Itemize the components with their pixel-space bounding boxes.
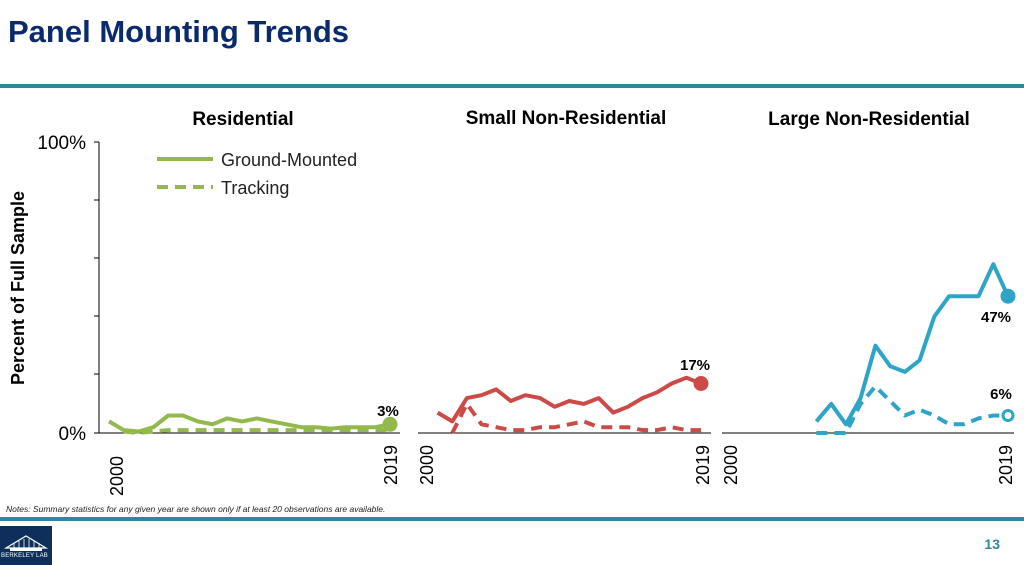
building-icon [3,535,49,551]
panel-title-large-non-residential: Large Non-Residential [768,109,970,130]
end-marker-large-non-residential-tracking [1001,409,1015,422]
x-tick-start-large-non-residential: 2000 [721,445,741,485]
panel-title-small-non-residential: Small Non-Residential [466,108,667,129]
series-layer [107,262,1016,435]
x-tick-end-small-non-residential: 2019 [693,445,713,485]
series-line-small-non-residential-ground-mounted [436,375,702,424]
slide-title: Panel Mounting Trends [8,14,350,49]
x-tick-end-large-non-residential: 2019 [996,445,1016,485]
legend: Ground-Mounted Tracking [157,150,357,198]
x-tick-end-residential: 2019 [381,445,401,485]
panel-title-residential: Residential [192,109,293,130]
logo-text: BERKELEY LAB [1,553,48,559]
end-label-large-non-residential-tracking: 6% [990,386,1012,403]
slide-notes: Notes: Summary statistics for any given … [6,504,386,514]
x-tick-start-residential: 2000 [107,456,127,496]
series-line-residential-ground-mounted [107,413,391,434]
end-label-large-non-residential: 47% [981,309,1011,326]
series-line-large-non-residential-tracking [816,384,1008,435]
berkeley-lab-logo: BERKELEY LAB [0,526,52,565]
series-line-large-non-residential-ground-mounted [814,262,1010,427]
y-tick-label-top: 100% [37,133,86,154]
series-line-residential-tracking [123,428,390,435]
top-rule [0,84,1024,88]
end-label-residential: 3% [377,403,399,420]
end-marker-large-non-residential [1000,288,1016,304]
x-tick-start-small-non-residential: 2000 [417,445,437,485]
y-ticks [94,141,99,434]
page-number: 13 [984,536,1000,552]
y-tick-label-bottom: 0% [59,424,87,445]
legend-label-ground-mounted: Ground-Mounted [221,150,357,170]
series-line-small-non-residential-tracking [450,401,701,434]
end-marker-small-non-residential [693,376,709,391]
legend-label-tracking: Tracking [221,178,289,198]
end-label-small-non-residential: 17% [680,357,710,374]
y-axis-label: Percent of Full Sample [8,191,28,385]
end-marker-residential [382,416,398,432]
bottom-rule [0,517,1024,521]
